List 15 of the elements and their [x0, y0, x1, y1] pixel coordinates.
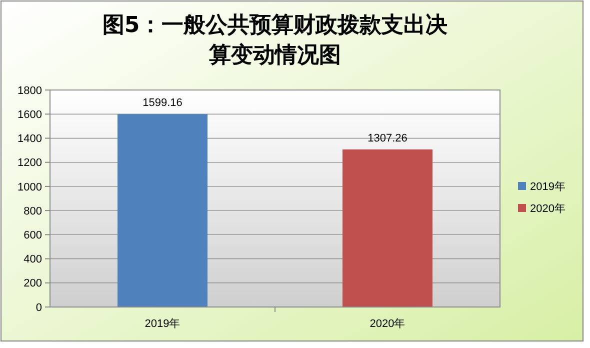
y-tick-label: 400: [24, 254, 42, 266]
y-tick-label: 1200: [18, 157, 42, 170]
y-tick-label: 800: [24, 205, 42, 218]
data-label: 1599.16: [142, 97, 182, 110]
y-tick-label: 0: [36, 302, 42, 314]
y-tick-label: 1000: [18, 181, 42, 194]
legend-label: 2020年: [530, 202, 566, 215]
y-tick-label: 600: [24, 230, 42, 242]
y-tick-label: 1400: [18, 133, 42, 146]
legend-label: 2019年: [530, 180, 566, 193]
chart-title: 图5：一般公共预算财政拨款支出决算变动情况图: [102, 13, 448, 68]
y-tick-label: 200: [24, 278, 42, 290]
y-tick-label: 1800: [18, 84, 42, 97]
data-label: 1307.26: [368, 132, 408, 144]
y-tick-label: 1600: [18, 108, 42, 121]
